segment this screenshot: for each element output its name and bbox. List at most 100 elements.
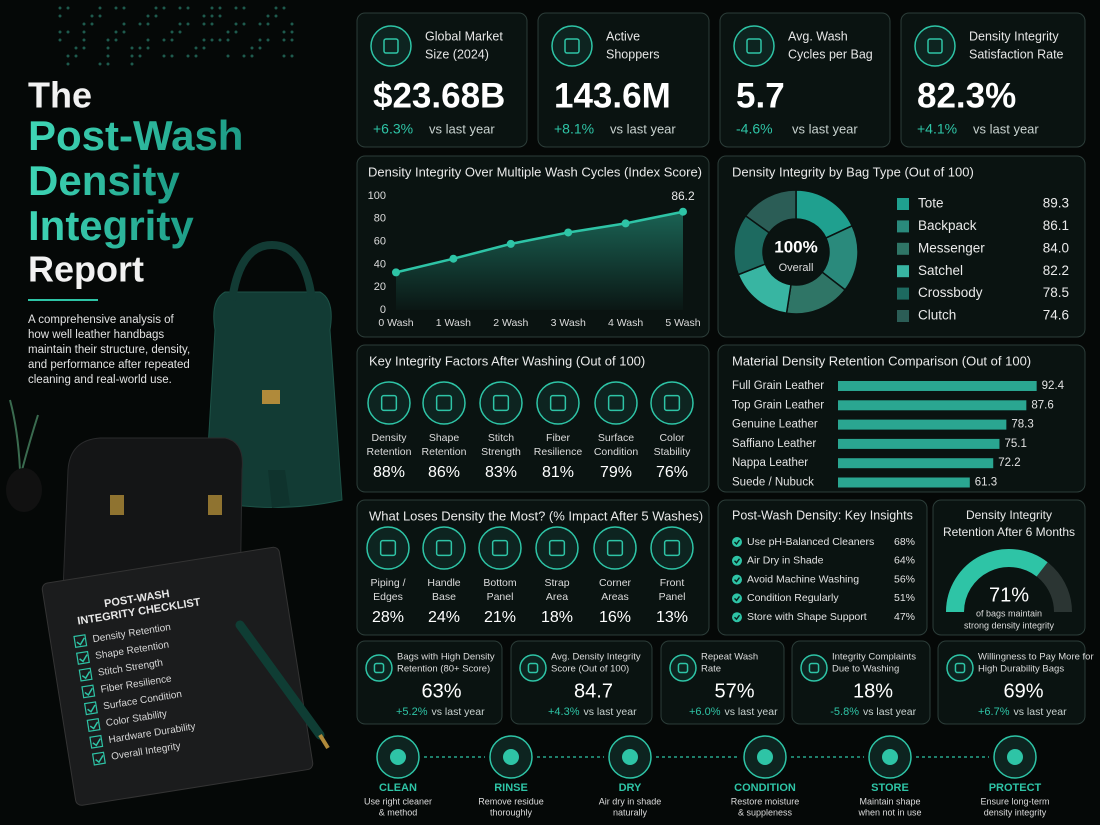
bar-label: Full Grain Leather [732, 380, 824, 392]
point [564, 228, 573, 237]
kpi-value: 143.6M [554, 76, 671, 115]
icon [593, 526, 637, 570]
card [356, 640, 503, 725]
chart-title: Material Density Retention Comparison (O… [732, 353, 1031, 368]
insight-label: Air Dry in Shade [747, 555, 824, 567]
map-dot [66, 30, 70, 34]
map-dot [98, 62, 102, 66]
icon-glyph [548, 539, 566, 557]
process-desc: Ensure long-term [980, 796, 1049, 806]
card [791, 640, 931, 725]
icon [914, 25, 956, 67]
icon-glyph [954, 662, 966, 674]
insight-label: Store with Shape Support [747, 611, 867, 623]
x-tick-label: 2 Wash [493, 317, 528, 329]
bar-value: 87.6 [1031, 399, 1053, 411]
stat-value: 24% [428, 609, 460, 626]
map-dot [282, 6, 286, 10]
bar-value: 78.3 [1011, 419, 1033, 431]
metric-change: +6.7% [978, 706, 1010, 718]
process-desc: Remove residue [478, 796, 544, 806]
metric-label: High Durability Bags [978, 664, 1064, 675]
metric-label: Willingness to Pay More for [978, 652, 1094, 663]
stat-label: Resilience [534, 446, 583, 458]
stat-value: 28% [372, 609, 404, 626]
legend-swatch [897, 287, 909, 300]
bar [838, 438, 1000, 449]
metric-label: Due to Washing [832, 664, 899, 675]
process-name: RINSE [494, 782, 528, 794]
map-dot [202, 22, 206, 26]
kpi-comparison: vs last year [792, 121, 858, 136]
insight-label: Condition Regularly [747, 592, 839, 604]
kpi-label: Shoppers [606, 47, 660, 61]
icon [551, 25, 593, 67]
bag-tag [268, 470, 290, 508]
map-dot [98, 6, 102, 10]
map-dot [146, 22, 150, 26]
kpi-change: -4.6% [736, 121, 773, 137]
map-dot [138, 46, 142, 50]
description: cleaning and real-world use. [28, 374, 172, 386]
check-glyph [734, 595, 741, 602]
map-dot [210, 22, 214, 26]
icon [535, 526, 579, 570]
legend-label: Clutch [918, 308, 956, 323]
icon-glyph [492, 394, 510, 412]
gauge-arc [946, 549, 1048, 613]
process-glyph [622, 749, 638, 765]
icon-glyph [527, 662, 539, 674]
map-dot [170, 30, 174, 34]
process-glyph [1007, 749, 1023, 765]
checkmark [76, 637, 86, 646]
notebook-cover [41, 546, 314, 806]
legend-label: Satchel [918, 263, 963, 278]
map-dot [258, 46, 262, 50]
map-dot [202, 38, 206, 42]
map-dot [178, 22, 182, 26]
map-dot [290, 22, 294, 26]
map-dot [266, 38, 270, 42]
metric-value: 63% [421, 680, 461, 702]
map-dot [226, 30, 230, 34]
title-line: Density [28, 157, 180, 204]
stat-label: Corner [599, 577, 632, 589]
metric-change: +4.3% [548, 706, 580, 718]
icon-glyph [607, 394, 625, 412]
icon-glyph [564, 38, 580, 54]
kpi-label: Size (2024) [425, 47, 489, 61]
stat-value: 13% [656, 609, 688, 626]
legend-value: 89.3 [1043, 196, 1069, 211]
stat-value: 76% [656, 464, 688, 481]
section-title: What Loses Density the Most? (% Impact A… [369, 508, 703, 523]
checkmark [81, 671, 91, 680]
process-desc: & suppleness [738, 807, 793, 817]
legend-label: Crossbody [918, 285, 983, 300]
stat-label: Stitch [488, 432, 514, 444]
map-dot [226, 38, 230, 42]
insight-value: 68% [894, 536, 915, 548]
map-dot [290, 30, 294, 34]
checkmark [89, 721, 99, 730]
icon [536, 381, 580, 425]
kpi-label: Density Integrity [969, 29, 1059, 43]
point [392, 268, 400, 277]
metric-label: Retention (80+ Score) [397, 664, 490, 675]
map-dot [130, 54, 134, 58]
point [679, 207, 687, 216]
line-area [396, 211, 683, 310]
map-dot [122, 22, 126, 26]
y-tick-label: 0 [380, 304, 386, 316]
stat-value: 86% [428, 464, 460, 481]
map-dot [74, 46, 78, 50]
icon [479, 381, 523, 425]
legend-label: Backpack [918, 218, 977, 233]
y-tick-label: 40 [374, 258, 386, 270]
legend-value: 84.0 [1043, 240, 1069, 255]
y-tick-label: 60 [374, 236, 386, 248]
metric-label: Avg. Density Integrity [551, 652, 641, 663]
map-dot [90, 22, 94, 26]
process-desc: Use right cleaner [364, 796, 432, 806]
metric-value: 57% [714, 680, 754, 702]
icon [519, 654, 547, 682]
